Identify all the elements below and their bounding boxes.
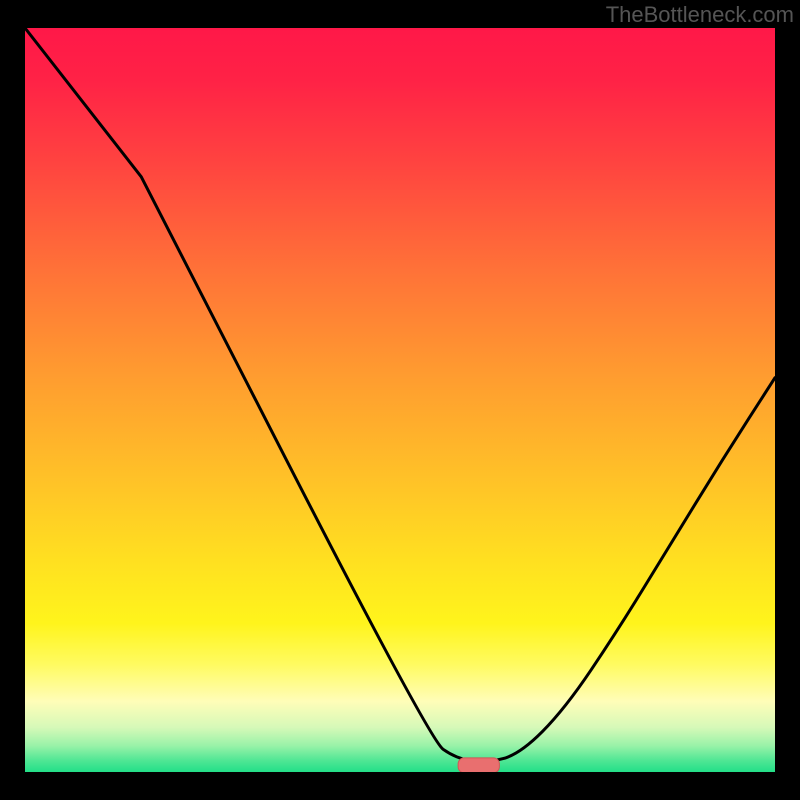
plot-area bbox=[25, 28, 775, 772]
plot-svg bbox=[25, 28, 775, 772]
gradient-background bbox=[25, 28, 775, 772]
watermark-text: TheBottleneck.com bbox=[606, 2, 794, 28]
chart-container: TheBottleneck.com bbox=[0, 0, 800, 800]
optimum-marker bbox=[458, 758, 499, 772]
